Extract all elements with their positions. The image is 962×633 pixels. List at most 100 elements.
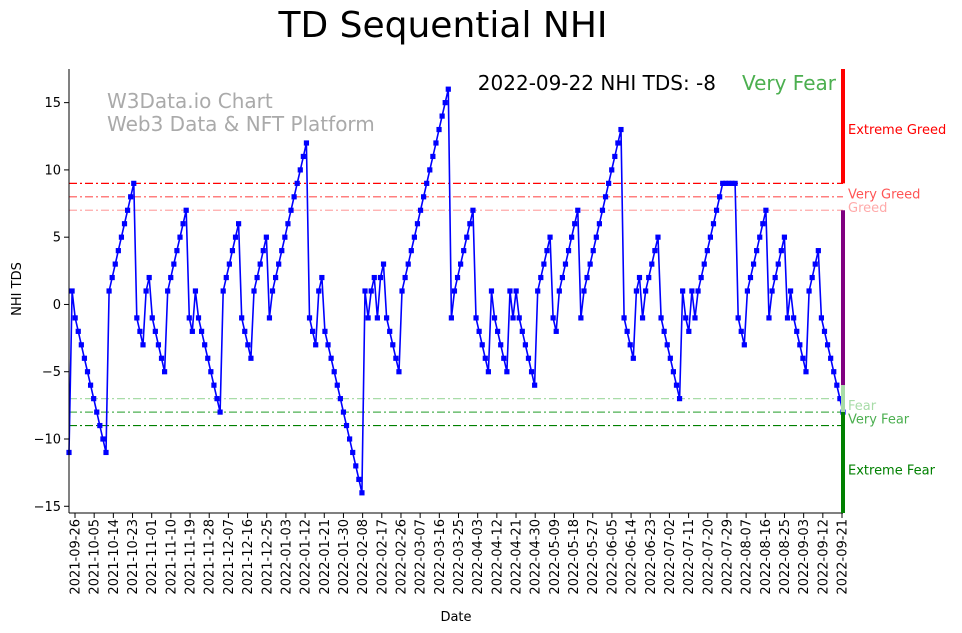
data-point bbox=[316, 288, 322, 294]
data-point bbox=[584, 274, 590, 281]
zone-label: Very Greed bbox=[848, 188, 920, 203]
data-point bbox=[590, 248, 596, 254]
data-point bbox=[726, 180, 732, 186]
data-point bbox=[544, 248, 550, 254]
data-point bbox=[109, 274, 115, 281]
data-point bbox=[143, 288, 149, 294]
data-point bbox=[593, 234, 599, 240]
x-tick-label: 2022-02-26 bbox=[394, 519, 409, 595]
data-point bbox=[106, 288, 112, 294]
x-tick-label: 2022-01-03 bbox=[279, 519, 294, 595]
data-point bbox=[448, 315, 454, 321]
x-tick-label: 2021-11-10 bbox=[164, 519, 179, 595]
data-point bbox=[559, 274, 565, 281]
data-point bbox=[128, 194, 134, 200]
data-point bbox=[384, 315, 390, 321]
data-point bbox=[763, 207, 769, 213]
x-tick-label: 2022-03-07 bbox=[414, 519, 429, 595]
zone-label: Extreme Fear bbox=[848, 463, 936, 478]
data-point bbox=[232, 234, 239, 240]
data-point bbox=[81, 355, 88, 361]
data-point bbox=[356, 476, 362, 482]
x-tick-label: 2022-01-12 bbox=[299, 519, 314, 595]
data-point bbox=[624, 328, 630, 334]
data-point bbox=[276, 261, 282, 267]
data-point bbox=[297, 167, 303, 173]
data-point bbox=[331, 369, 337, 375]
latest-status-annotation: Very Fear bbox=[742, 71, 837, 95]
data-point bbox=[646, 274, 652, 281]
data-point bbox=[482, 355, 488, 361]
x-tick-label: 2022-07-02 bbox=[663, 519, 678, 595]
data-point bbox=[137, 328, 143, 334]
x-tick-label: 2022-04-12 bbox=[490, 519, 505, 595]
data-point bbox=[91, 396, 97, 402]
data-point bbox=[202, 342, 208, 348]
data-point bbox=[257, 261, 263, 267]
data-point bbox=[729, 180, 735, 186]
data-point bbox=[781, 234, 788, 240]
data-point bbox=[322, 328, 328, 334]
data-point bbox=[263, 234, 269, 240]
x-tick-label: 2022-07-29 bbox=[720, 519, 735, 595]
data-point bbox=[510, 315, 516, 321]
data-point bbox=[550, 315, 556, 321]
data-point bbox=[609, 167, 615, 173]
data-point bbox=[535, 288, 541, 294]
data-point bbox=[103, 449, 109, 456]
data-point bbox=[417, 207, 424, 213]
data-point bbox=[131, 180, 137, 186]
y-tick-label: −10 bbox=[34, 433, 61, 448]
x-tick-label: 2021-11-28 bbox=[203, 519, 218, 595]
data-point bbox=[831, 369, 837, 375]
y-tick-label: 5 bbox=[53, 231, 61, 246]
x-tick-label: 2022-08-07 bbox=[740, 519, 755, 595]
data-point bbox=[340, 409, 347, 415]
data-point bbox=[134, 315, 140, 321]
data-point bbox=[794, 328, 800, 334]
data-point bbox=[195, 315, 202, 321]
x-tick-label: 2022-05-09 bbox=[548, 519, 563, 595]
y-axis-label: NHI TDS bbox=[10, 262, 25, 316]
data-point bbox=[421, 194, 427, 200]
x-axis-label: Date bbox=[440, 610, 471, 625]
data-point bbox=[118, 234, 125, 240]
x-tick-label: 2022-05-18 bbox=[567, 519, 582, 595]
data-point bbox=[177, 234, 183, 240]
data-point bbox=[365, 315, 371, 321]
data-point bbox=[507, 288, 513, 294]
x-tick-label: 2021-12-16 bbox=[241, 519, 256, 595]
data-point bbox=[442, 100, 448, 106]
data-point bbox=[525, 355, 532, 361]
data-point bbox=[390, 342, 396, 348]
data-point bbox=[223, 274, 229, 281]
data-point bbox=[180, 221, 186, 227]
latest-value-annotation: 2022-09-22 NHI TDS: -8 bbox=[478, 71, 716, 95]
data-point bbox=[741, 342, 747, 348]
data-point bbox=[192, 288, 199, 294]
data-point bbox=[602, 194, 609, 200]
data-point bbox=[689, 288, 695, 294]
data-point bbox=[572, 221, 578, 227]
data-point bbox=[75, 328, 81, 334]
data-point bbox=[621, 315, 627, 321]
data-point bbox=[519, 328, 525, 334]
chart-title: TD Sequential NHI bbox=[277, 5, 607, 46]
x-tick-label: 2022-05-27 bbox=[586, 519, 601, 595]
data-point bbox=[217, 409, 223, 415]
data-point bbox=[399, 288, 405, 294]
data-point bbox=[695, 288, 701, 294]
data-point bbox=[556, 288, 562, 294]
data-point bbox=[717, 194, 723, 200]
data-point bbox=[522, 342, 528, 348]
data-point bbox=[596, 221, 602, 227]
data-point bbox=[504, 369, 510, 375]
x-tick-label: 2021-12-07 bbox=[222, 519, 237, 595]
x-tick-label: 2022-07-20 bbox=[701, 519, 716, 595]
data-point bbox=[612, 153, 618, 160]
data-point bbox=[334, 382, 340, 388]
data-point bbox=[436, 126, 442, 133]
data-point bbox=[300, 153, 306, 160]
data-point bbox=[772, 274, 778, 281]
x-tick-label: 2021-12-25 bbox=[260, 519, 275, 595]
